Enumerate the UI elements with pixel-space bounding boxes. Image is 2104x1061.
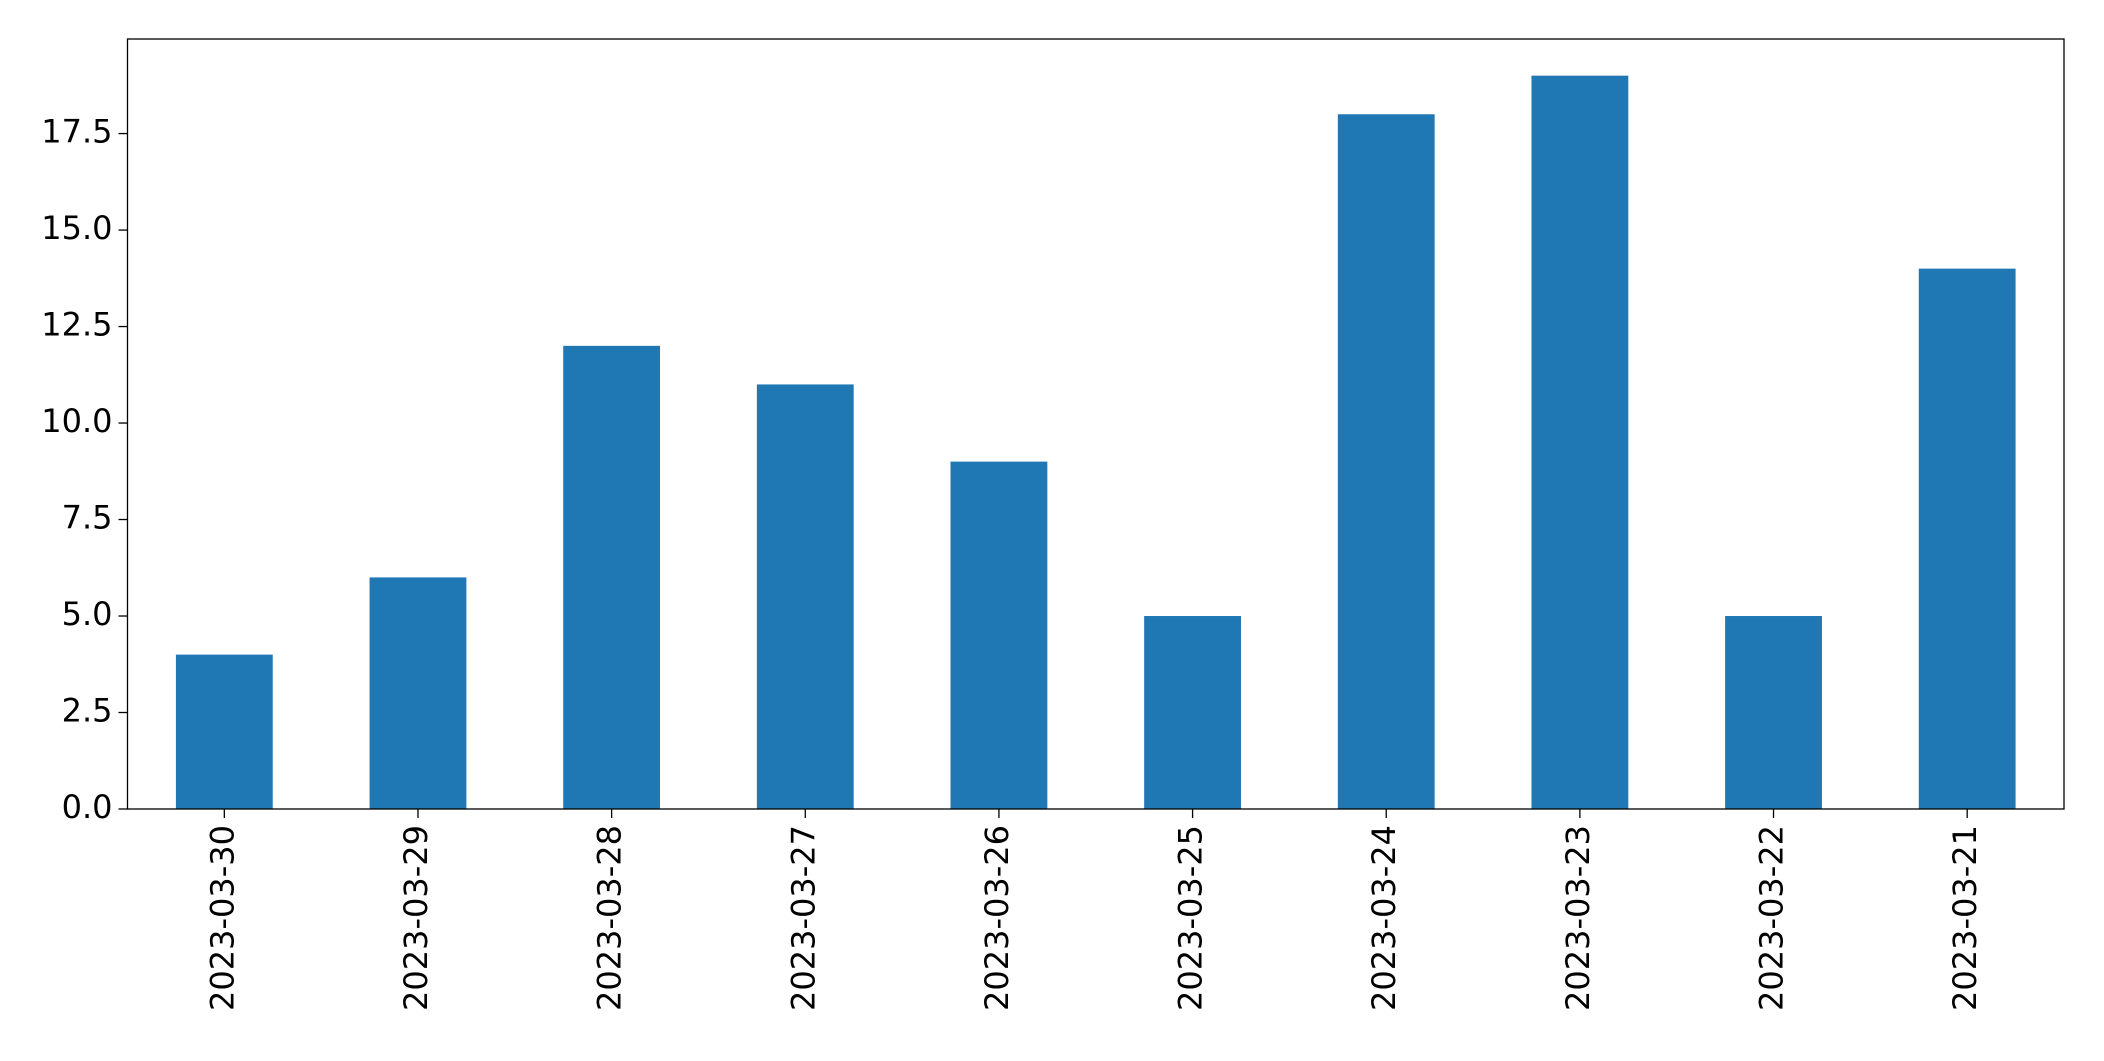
y-tick-label: 12.5 (41, 306, 112, 344)
bar (369, 577, 467, 809)
bar (1918, 268, 2016, 809)
y-tick-label: 15.0 (41, 209, 112, 247)
y-tick-label: 2.5 (62, 692, 113, 730)
x-tick-label: 2023-03-23 (1559, 825, 1597, 1011)
x-tick-label: 2023-03-22 (1753, 825, 1791, 1011)
plot-frame (126, 38, 2065, 810)
y-tick-label: 10.0 (41, 402, 112, 440)
bar (756, 384, 854, 809)
bar (1531, 75, 1629, 809)
bar (175, 654, 273, 809)
y-tick-label: 17.5 (41, 113, 112, 151)
x-tick-label: 2023-03-25 (1172, 825, 1210, 1011)
x-tick-label: 2023-03-29 (397, 825, 435, 1011)
x-tick-label: 2023-03-28 (591, 825, 629, 1011)
y-tick-label: 5.0 (62, 595, 113, 633)
x-tick-label: 2023-03-26 (978, 825, 1016, 1011)
x-tick-label: 2023-03-21 (1946, 825, 1984, 1011)
x-tick-label: 2023-03-24 (1365, 825, 1403, 1011)
y-tick-label: 0.0 (62, 788, 113, 826)
x-tick-label: 2023-03-30 (203, 825, 241, 1011)
bar (950, 461, 1048, 809)
bar (1337, 114, 1435, 809)
bar (1725, 616, 1822, 809)
bar (563, 345, 661, 809)
y-tick-label: 7.5 (62, 499, 113, 537)
bar (1144, 616, 1241, 809)
x-tick-label: 2023-03-27 (784, 825, 822, 1011)
